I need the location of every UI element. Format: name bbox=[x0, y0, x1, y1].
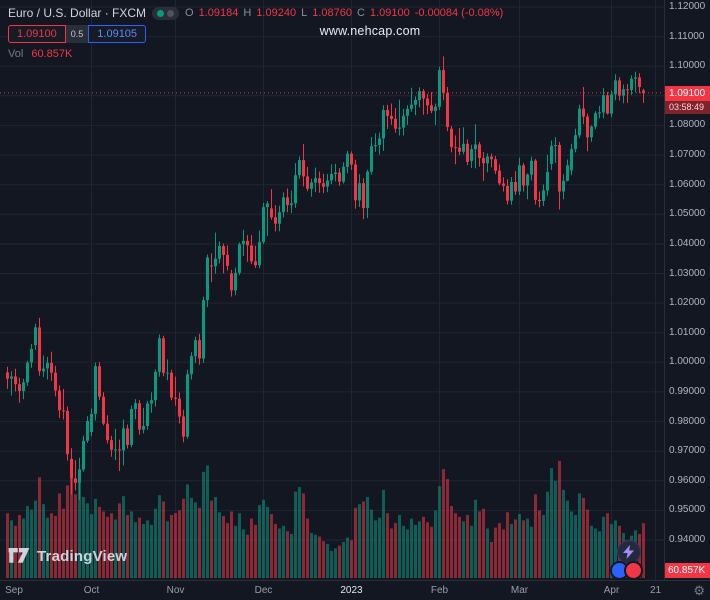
high-label: H bbox=[243, 7, 252, 19]
red-reaction-dot-icon bbox=[624, 561, 643, 580]
time-axis-label: 21 bbox=[649, 585, 662, 596]
grid-layer bbox=[0, 0, 664, 580]
volume-indicator-row[interactable]: Vol 60.857K bbox=[8, 48, 503, 60]
tradingview-logo-text: TradingView bbox=[37, 547, 128, 565]
price-axis-label: 0.97000 bbox=[669, 445, 706, 456]
time-axis-label: 2023 bbox=[340, 585, 363, 596]
low-label: L bbox=[301, 7, 308, 19]
price-axis-label: 1.03000 bbox=[669, 268, 706, 279]
last-price-label: 1.09100 03:58:49 bbox=[665, 86, 710, 114]
low-value: 1.08760 bbox=[312, 7, 352, 19]
time-axis-label: Dec bbox=[254, 585, 273, 596]
open-value: 1.09184 bbox=[198, 7, 239, 19]
tradingview-logo[interactable]: TradingView bbox=[8, 546, 127, 566]
price-axis-label: 0.95000 bbox=[669, 504, 706, 515]
close-value: 1.09100 bbox=[369, 7, 410, 19]
price-axis-label: 1.02000 bbox=[669, 297, 706, 308]
lightning-bolt-icon bbox=[623, 545, 634, 559]
chart-canvas[interactable] bbox=[0, 0, 664, 580]
price-axis-label: 0.99000 bbox=[669, 386, 706, 397]
time-axis-label: Mar bbox=[510, 585, 529, 596]
high-value: 1.09240 bbox=[256, 7, 297, 19]
symbol-title[interactable]: Euro / U.S. Dollar · FXCM bbox=[8, 6, 147, 20]
time-axis-label: Oct bbox=[83, 585, 100, 596]
price-axis-label: 1.06000 bbox=[669, 179, 706, 190]
price-axis-label: 1.08000 bbox=[669, 119, 706, 130]
settings-gear-icon[interactable]: ⚙ bbox=[693, 583, 705, 598]
price-axis-label: 1.04000 bbox=[669, 238, 706, 249]
last-price-value: 1.09100 bbox=[665, 86, 710, 101]
watermark: www.nehcap.com bbox=[319, 24, 421, 38]
price-axis-label: 1.10000 bbox=[669, 60, 706, 71]
price-axis-label: 1.07000 bbox=[669, 149, 706, 160]
open-label: O bbox=[185, 7, 194, 19]
volume-layer bbox=[6, 461, 645, 578]
market-open-dot-icon bbox=[157, 9, 165, 17]
price-axis-label: 1.05000 bbox=[669, 208, 706, 219]
price-axis-label: 1.01000 bbox=[669, 327, 706, 338]
time-axis-label: Apr bbox=[603, 585, 620, 596]
candles-layer bbox=[6, 56, 645, 500]
chart-legend: Euro / U.S. Dollar · FXCM O 1.09184 H 1.… bbox=[8, 6, 503, 60]
ohlc-readout: O 1.09184 H 1.09240 L 1.08760 C 1.09100 … bbox=[185, 7, 503, 19]
time-axis[interactable]: ⚙ Sep Oct Nov Dec 2023 Feb Mar Apr 21 bbox=[0, 580, 710, 600]
price-axis-label: 0.98000 bbox=[669, 416, 706, 427]
price-axis-label: 1.00000 bbox=[669, 356, 706, 367]
volume-axis-label: 60.857K bbox=[665, 563, 710, 578]
visibility-dot-icon bbox=[167, 9, 175, 17]
price-axis-label: 0.94000 bbox=[669, 534, 706, 545]
time-axis-label: Sep bbox=[5, 585, 23, 596]
price-axis[interactable]: 1.09100 03:58:49 60.857K 1.12000 1.11000 1… bbox=[664, 0, 710, 580]
bar-countdown: 03:58:49 bbox=[665, 101, 710, 114]
price-axis-label: 1.12000 bbox=[669, 1, 706, 12]
reactions-icon[interactable] bbox=[610, 561, 643, 580]
volume-indicator-label: Vol bbox=[8, 48, 24, 60]
price-axis-label: 1.11000 bbox=[669, 31, 705, 42]
buy-ask-button[interactable]: 1.09105 bbox=[88, 25, 147, 43]
time-axis-label: Nov bbox=[166, 585, 185, 596]
volume-indicator-value: 60.857K bbox=[31, 48, 73, 60]
time-axis-label: Feb bbox=[430, 585, 449, 596]
close-label: C bbox=[356, 7, 365, 19]
change-value: -0.00084 (-0.08%) bbox=[414, 7, 504, 19]
market-status-toggle[interactable] bbox=[152, 6, 180, 20]
sell-bid-button[interactable]: 1.09100 bbox=[8, 25, 66, 43]
spread-value: 0.5 bbox=[65, 25, 89, 43]
tradingview-logo-icon bbox=[8, 548, 30, 563]
price-axis-label: 0.96000 bbox=[669, 475, 706, 486]
